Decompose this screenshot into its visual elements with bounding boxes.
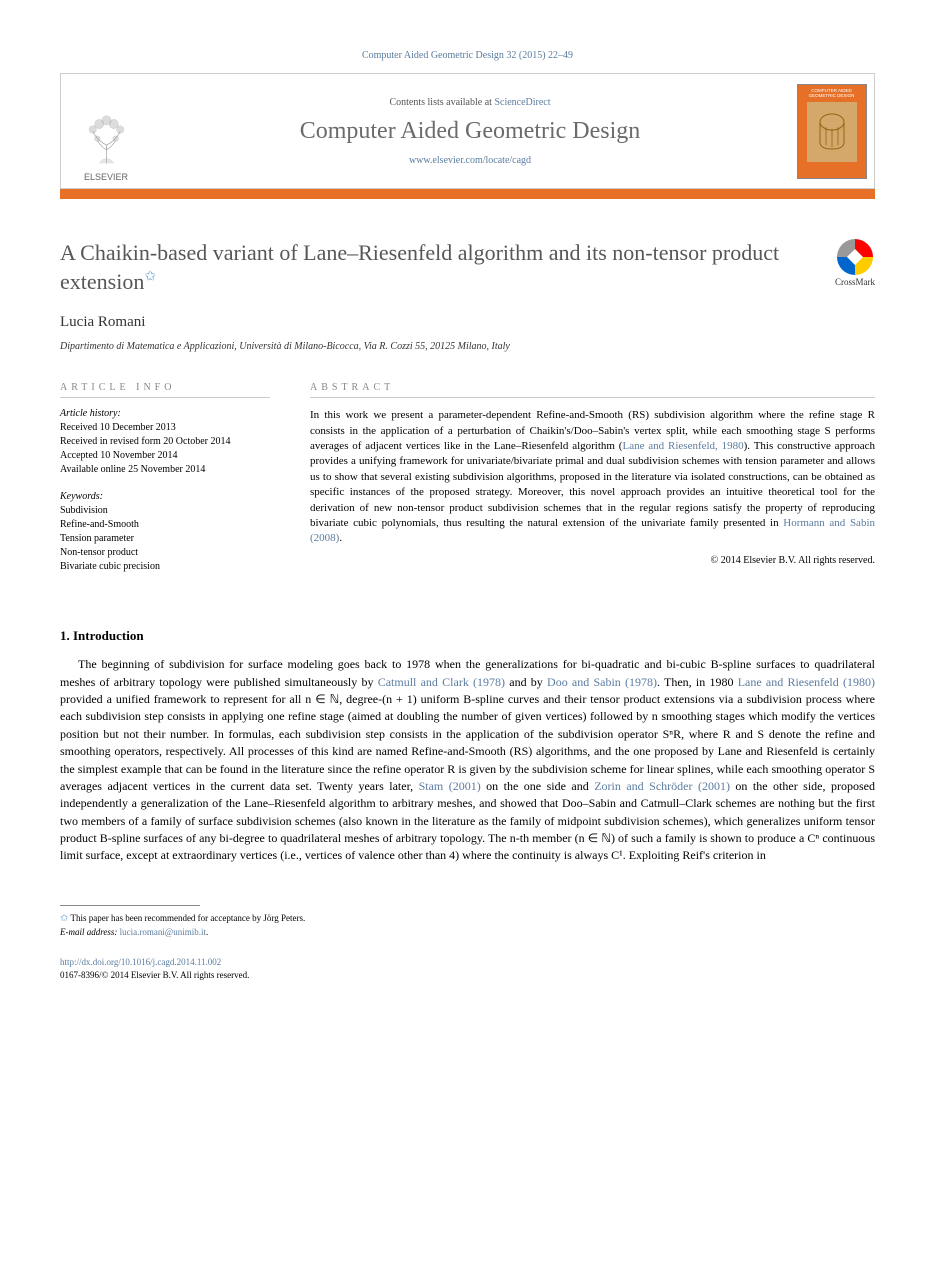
ref-zorin-schroder[interactable]: Zorin and Schröder (2001)	[594, 779, 730, 793]
journal-homepage-link[interactable]: www.elsevier.com/locate/cagd	[409, 155, 531, 166]
keywords-label: Keywords:	[60, 491, 270, 502]
footnote-acceptance: This paper has been recommended for acce…	[70, 913, 305, 923]
ref-catmull-clark[interactable]: Catmull and Clark (1978)	[378, 675, 505, 689]
crossmark-badge[interactable]: CrossMark	[835, 239, 875, 287]
intro-paragraph-1: The beginning of subdivision for surface…	[60, 656, 875, 865]
issn-copyright: 0167-8396/© 2014 Elsevier B.V. All right…	[60, 970, 249, 980]
author-name: Lucia Romani	[60, 314, 875, 331]
citation-text: Computer Aided Geometric Design 32 (2015…	[362, 50, 573, 61]
section-introduction: 1. Introduction The beginning of subdivi…	[60, 628, 875, 865]
article-history-label: Article history:	[60, 408, 270, 419]
contents-prefix: Contents lists available at	[389, 97, 494, 108]
crossmark-icon	[837, 239, 873, 275]
orange-divider-bar	[60, 189, 875, 199]
journal-name: Computer Aided Geometric Design	[300, 118, 641, 145]
sciencedirect-link[interactable]: ScienceDirect	[494, 97, 550, 108]
article-info-column: ARTICLE INFO Article history: Received 1…	[60, 382, 270, 588]
ref-stam[interactable]: Stam (2001)	[419, 779, 481, 793]
ref-lane-riesenfeld[interactable]: Lane and Riesenfeld (1980)	[738, 675, 875, 689]
abstract-ref-1[interactable]: Lane and Riesenfeld, 1980	[622, 440, 743, 452]
author-email-link[interactable]: lucia.romani@unimib.it	[120, 927, 206, 937]
author-affiliation: Dipartimento di Matematica e Applicazion…	[60, 341, 875, 352]
publisher-logo-block: ELSEVIER	[61, 74, 151, 188]
cover-graphic-icon	[807, 102, 857, 162]
elsevier-tree-icon	[76, 110, 136, 170]
journal-cover-block: COMPUTER AIDED GEOMETRIC DESIGN	[789, 74, 874, 188]
page-footer: http://dx.doi.org/10.1016/j.cagd.2014.11…	[60, 956, 875, 981]
copyright-line: © 2014 Elsevier B.V. All rights reserved…	[310, 555, 875, 566]
banner-center: Contents lists available at ScienceDirec…	[151, 74, 789, 188]
section-heading: 1. Introduction	[60, 628, 875, 644]
journal-cover-thumbnail: COMPUTER AIDED GEOMETRIC DESIGN	[797, 84, 867, 179]
crossmark-label: CrossMark	[835, 277, 875, 287]
publisher-name: ELSEVIER	[84, 172, 128, 182]
abstract-heading: ABSTRACT	[310, 382, 875, 398]
contents-list-line: Contents lists available at ScienceDirec…	[389, 97, 550, 108]
abstract-column: ABSTRACT In this work we present a param…	[310, 382, 875, 588]
journal-banner: ELSEVIER Contents lists available at Sci…	[60, 73, 875, 189]
article-title: A Chaikin-based variant of Lane–Riesenfe…	[60, 239, 815, 296]
title-footnote-star-icon: ✩	[144, 269, 156, 284]
footnote-block: ✩ This paper has been recommended for ac…	[60, 912, 875, 939]
doi-link[interactable]: http://dx.doi.org/10.1016/j.cagd.2014.11…	[60, 957, 221, 967]
abstract-text: In this work we present a parameter-depe…	[310, 408, 875, 547]
journal-citation-header: Computer Aided Geometric Design 32 (2015…	[60, 50, 875, 61]
email-label: E-mail address:	[60, 927, 120, 937]
cover-title: COMPUTER AIDED GEOMETRIC DESIGN	[801, 88, 863, 99]
article-info-heading: ARTICLE INFO	[60, 382, 270, 398]
keywords-text: Subdivision Refine-and-Smooth Tension pa…	[60, 504, 270, 574]
footnote-separator	[60, 905, 200, 906]
article-history-text: Received 10 December 2013 Received in re…	[60, 421, 270, 477]
footnote-star-icon: ✩	[60, 913, 68, 924]
ref-doo-sabin[interactable]: Doo and Sabin (1978)	[547, 675, 657, 689]
